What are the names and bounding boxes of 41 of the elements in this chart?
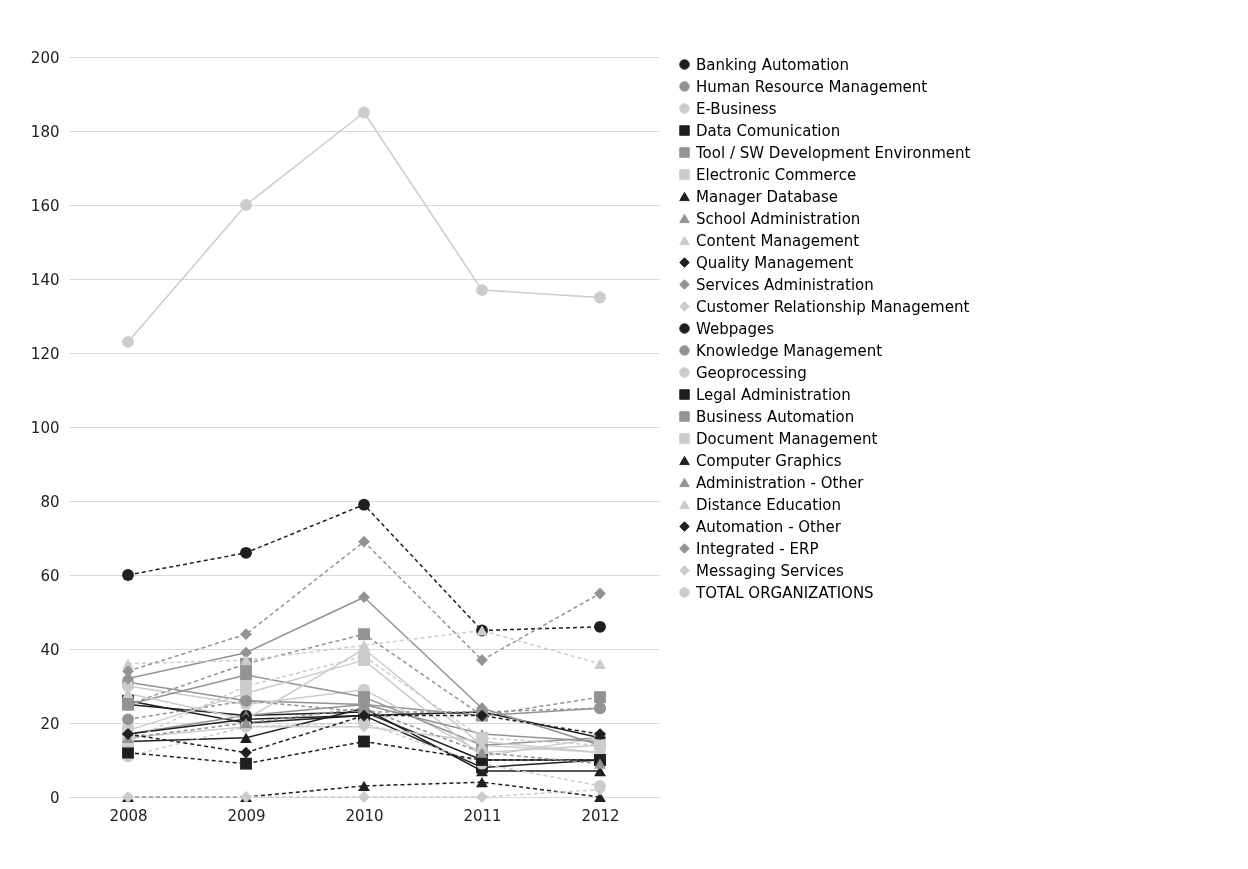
legend-label: Document Management — [696, 429, 878, 448]
y-tick-label: 80 — [40, 492, 60, 511]
y-tick-label: 40 — [40, 640, 60, 659]
legend-label: Customer Relationship Management — [696, 297, 970, 316]
legend-label: Webpages — [696, 319, 775, 338]
legend-label: Data Comunication — [696, 121, 841, 140]
legend-label: Content Management — [696, 231, 860, 250]
legend-label: Quality Management — [696, 253, 854, 272]
y-tick-label: 0 — [49, 788, 60, 807]
x-tick-label: 2009 — [227, 806, 266, 825]
legend-label: Integrated - ERP — [696, 539, 819, 558]
x-tick-label: 2010 — [345, 806, 384, 825]
legend-label: Human Resource Management — [696, 77, 928, 96]
y-tick-label: 140 — [30, 270, 60, 289]
legend-label: TOTAL ORGANIZATIONS — [695, 583, 874, 602]
legend-label: Distance Education — [696, 495, 842, 514]
legend-label: Geoprocessing — [696, 363, 807, 382]
legend-label: Tool / SW Development Environment — [695, 143, 971, 162]
x-tick-label: 2008 — [109, 806, 148, 825]
legend-label: Messaging Services — [696, 561, 844, 580]
legend-label: Knowledge Management — [696, 341, 883, 360]
legend-label: Services Administration — [696, 275, 874, 294]
legend-label: Computer Graphics — [696, 451, 842, 470]
y-tick-label: 100 — [30, 418, 60, 437]
legend-label: Administration - Other — [696, 473, 865, 492]
legend-label: Banking Automation — [696, 55, 850, 74]
y-tick-label: 20 — [40, 714, 60, 733]
x-tick-label: 2011 — [463, 806, 502, 825]
legend-label: Electronic Commerce — [696, 165, 857, 184]
legend-label: Manager Database — [696, 187, 839, 206]
y-tick-label: 60 — [40, 566, 60, 585]
x-tick-label: 2012 — [581, 806, 620, 825]
legend-label: Legal Administration — [696, 385, 851, 404]
legend-label: School Administration — [696, 209, 861, 228]
legend-label: E-Business — [696, 99, 777, 118]
legend-label: Automation - Other — [696, 517, 842, 536]
y-tick-label: 180 — [30, 122, 60, 141]
y-tick-label: 200 — [30, 48, 60, 67]
y-tick-label: 120 — [30, 344, 60, 363]
legend-label: Business Automation — [696, 407, 855, 426]
y-tick-label: 160 — [30, 196, 60, 215]
